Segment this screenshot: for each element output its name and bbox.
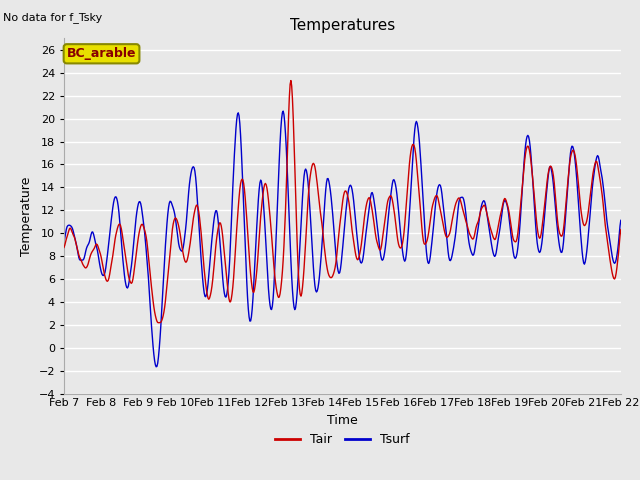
Text: BC_arable: BC_arable	[67, 47, 136, 60]
Y-axis label: Temperature: Temperature	[20, 176, 33, 256]
X-axis label: Time: Time	[327, 414, 358, 427]
Title: Temperatures: Temperatures	[290, 18, 395, 33]
Text: No data for f_Tsky: No data for f_Tsky	[3, 12, 102, 23]
Legend: Tair, Tsurf: Tair, Tsurf	[270, 428, 415, 451]
